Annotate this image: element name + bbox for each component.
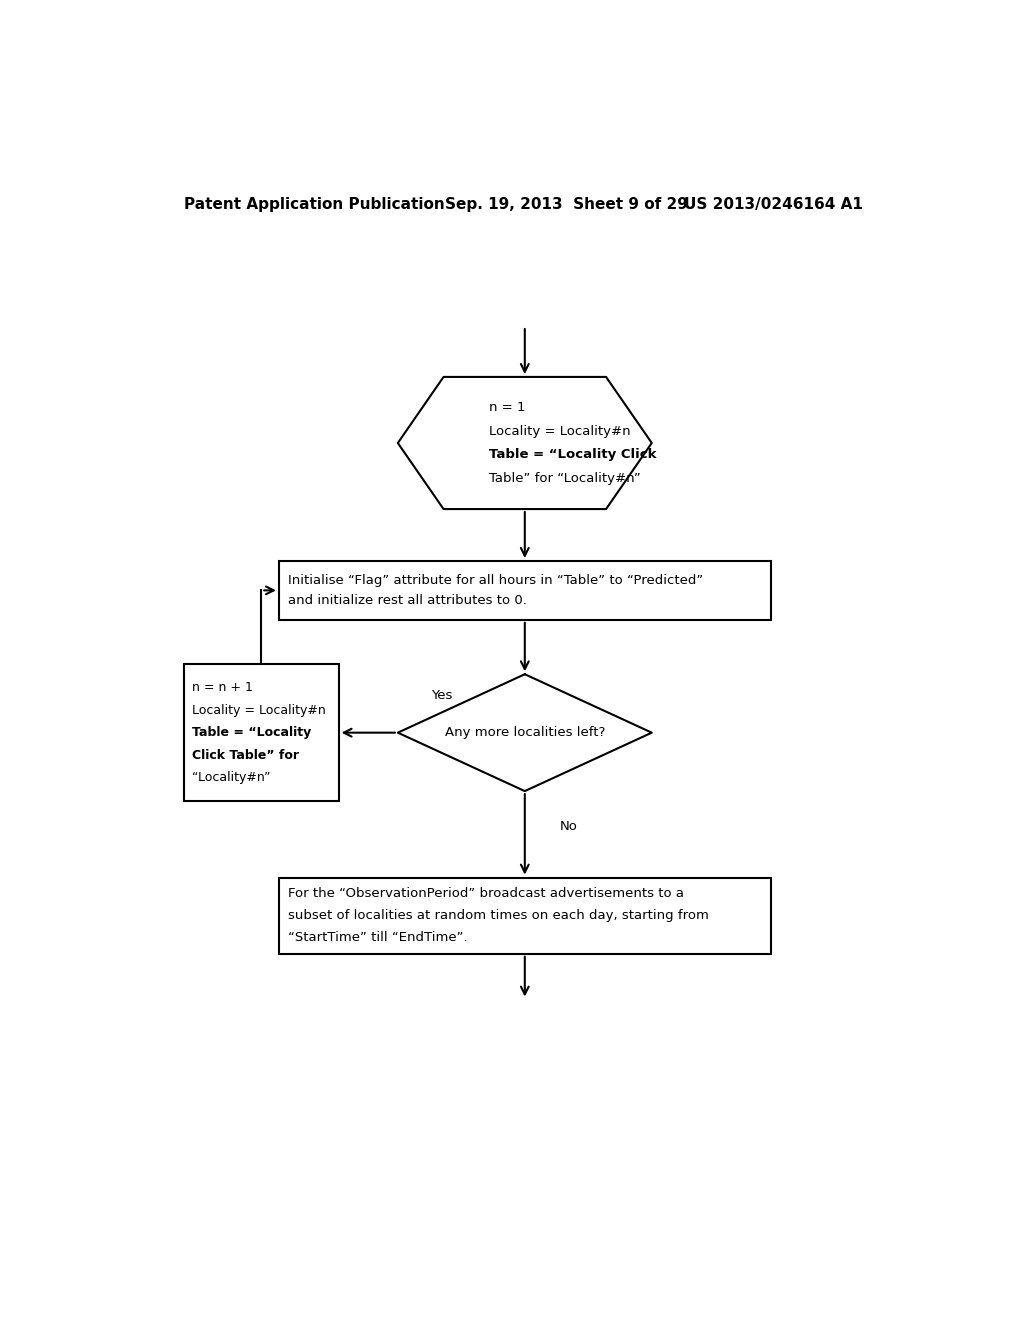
Bar xyxy=(279,878,771,954)
Text: Patent Application Publication: Patent Application Publication xyxy=(183,197,444,211)
Text: n = n + 1: n = n + 1 xyxy=(191,681,253,694)
Text: “Locality#n”: “Locality#n” xyxy=(191,771,270,784)
Text: and initialize rest all attributes to 0.: and initialize rest all attributes to 0. xyxy=(289,594,527,607)
Text: Initialise “Flag” attribute for all hours in “Table” to “Predicted”: Initialise “Flag” attribute for all hour… xyxy=(289,574,703,586)
Text: For the “ObservationPeriod” broadcast advertisements to a: For the “ObservationPeriod” broadcast ad… xyxy=(289,887,684,900)
Text: n = 1: n = 1 xyxy=(489,401,525,414)
Text: Any more localities left?: Any more localities left? xyxy=(444,726,605,739)
Text: Table = “Locality Click: Table = “Locality Click xyxy=(489,449,656,461)
Text: No: No xyxy=(559,820,578,833)
Text: Table” for “Locality#n”: Table” for “Locality#n” xyxy=(489,471,641,484)
Text: US 2013/0246164 A1: US 2013/0246164 A1 xyxy=(684,197,862,211)
Bar xyxy=(184,664,339,801)
Text: Table = “Locality: Table = “Locality xyxy=(191,726,311,739)
Text: subset of localities at random times on each day, starting from: subset of localities at random times on … xyxy=(289,909,710,923)
Text: Yes: Yes xyxy=(431,689,453,702)
Text: “StartTime” till “EndTime”.: “StartTime” till “EndTime”. xyxy=(289,932,468,945)
Text: Locality = Locality#n: Locality = Locality#n xyxy=(191,704,326,717)
Text: Locality = Locality#n: Locality = Locality#n xyxy=(489,425,631,438)
Bar xyxy=(279,561,771,620)
Text: Sep. 19, 2013  Sheet 9 of 29: Sep. 19, 2013 Sheet 9 of 29 xyxy=(445,197,688,211)
Text: Click Table” for: Click Table” for xyxy=(191,748,299,762)
